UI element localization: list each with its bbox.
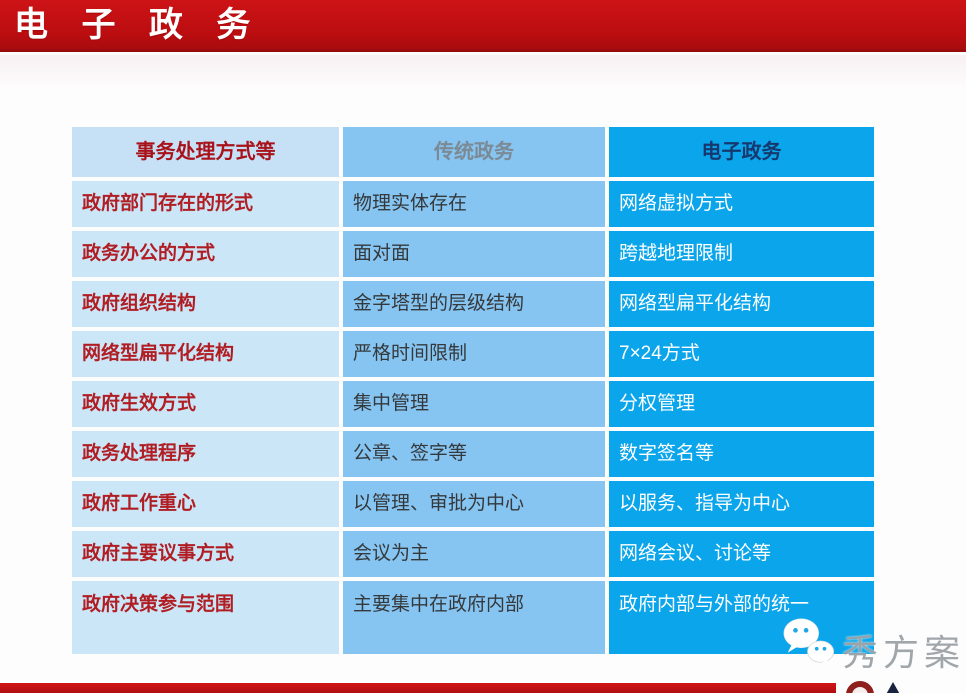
- egov-value: 以服务、指导为中心: [609, 481, 874, 527]
- traditional-value: 主要集中在政府内部: [343, 581, 605, 654]
- brand-name: 秀方案: [842, 632, 966, 673]
- page-title: 电 子 政 务: [14, 5, 263, 44]
- traditional-value: 以管理、审批为中心: [343, 481, 605, 527]
- traditional-value: 集中管理: [343, 381, 605, 427]
- row-label: 政务处理程序: [72, 431, 339, 477]
- row-label: 政府部门存在的形式: [72, 181, 339, 227]
- row-label: 政府主要议事方式: [72, 531, 339, 577]
- wechat-icon: [783, 618, 835, 668]
- title-bar-shadow: [0, 55, 966, 91]
- title-bar: 电 子 政 务: [0, 0, 966, 52]
- footer-seal-icon: [846, 681, 874, 693]
- traditional-value: 公章、签字等: [343, 431, 605, 477]
- egov-value: 网络虚拟方式: [609, 181, 874, 227]
- traditional-value: 金字塔型的层级结构: [343, 281, 605, 327]
- column-header-topic: 事务处理方式等: [72, 127, 339, 177]
- row-label: 政务办公的方式: [72, 231, 339, 277]
- egov-value: 跨越地理限制: [609, 231, 874, 277]
- footer-red-bar: [0, 683, 836, 693]
- row-label: 政府工作重心: [72, 481, 339, 527]
- egov-value: 分权管理: [609, 381, 874, 427]
- row-label: 网络型扁平化结构: [72, 331, 339, 377]
- traditional-value: 严格时间限制: [343, 331, 605, 377]
- egov-value: 政府内部与外部的统一: [609, 581, 874, 654]
- column-header-traditional: 传统政务: [343, 127, 605, 177]
- brand-watermark: 秀方案: [780, 610, 966, 673]
- traditional-value: 会议为主: [343, 531, 605, 577]
- row-label: 政府生效方式: [72, 381, 339, 427]
- row-label: 政府组织结构: [72, 281, 339, 327]
- egov-value: 网络型扁平化结构: [609, 281, 874, 327]
- row-label: 政府决策参与范围: [72, 581, 339, 654]
- egov-value: 网络会议、讨论等: [609, 531, 874, 577]
- traditional-value: 面对面: [343, 231, 605, 277]
- comparison-table: 事务处理方式等 传统政务 电子政务 政府部门存在的形式 物理实体存在 网络虚拟方…: [72, 127, 874, 654]
- egov-value: 7×24方式: [609, 331, 874, 377]
- egov-value: 数字签名等: [609, 431, 874, 477]
- column-header-egov: 电子政务: [609, 127, 874, 177]
- traditional-value: 物理实体存在: [343, 181, 605, 227]
- footer-logo-letter: [884, 682, 902, 693]
